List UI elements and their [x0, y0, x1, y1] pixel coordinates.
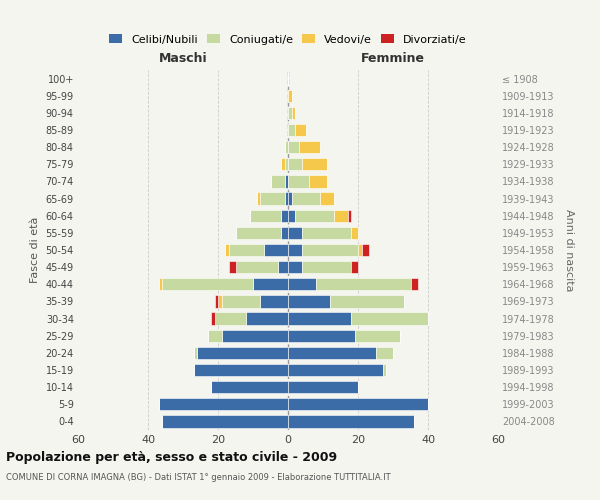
Bar [263, 244, 288, 256]
Bar [288, 381, 358, 394]
Bar [316, 278, 410, 290]
Bar [284, 141, 288, 154]
Bar [320, 192, 334, 204]
Bar [410, 278, 418, 290]
Y-axis label: Anni di nascita: Anni di nascita [565, 209, 574, 291]
Bar [193, 364, 288, 376]
Bar [302, 244, 358, 256]
Bar [295, 210, 334, 222]
Bar [288, 398, 428, 410]
Bar [376, 346, 393, 359]
Text: Popolazione per età, sesso e stato civile - 2009: Popolazione per età, sesso e stato civil… [6, 451, 337, 464]
Bar [284, 192, 288, 204]
Bar [246, 312, 288, 324]
Bar [351, 312, 428, 324]
Bar [351, 226, 358, 239]
Bar [215, 296, 218, 308]
Bar [271, 176, 284, 188]
Bar [288, 192, 292, 204]
Bar [351, 261, 358, 274]
Bar [225, 244, 229, 256]
Bar [218, 296, 221, 308]
Bar [215, 312, 246, 324]
Bar [235, 261, 277, 274]
Bar [302, 261, 351, 274]
Bar [288, 296, 330, 308]
Bar [288, 261, 302, 274]
Bar [355, 330, 400, 342]
Bar [162, 278, 253, 290]
Y-axis label: Fasce di età: Fasce di età [30, 217, 40, 283]
Bar [260, 296, 288, 308]
Text: COMUNE DI CORNA IMAGNA (BG) - Dati ISTAT 1° gennaio 2009 - Elaborazione TUTTITAL: COMUNE DI CORNA IMAGNA (BG) - Dati ISTAT… [6, 472, 391, 482]
Bar [347, 210, 351, 222]
Bar [309, 176, 326, 188]
Bar [288, 158, 302, 170]
Text: Femmine: Femmine [361, 52, 425, 65]
Bar [330, 296, 404, 308]
Bar [208, 330, 221, 342]
Bar [288, 226, 302, 239]
Bar [284, 158, 288, 170]
Bar [197, 346, 288, 359]
Bar [193, 346, 197, 359]
Bar [211, 312, 215, 324]
Bar [288, 124, 295, 136]
Text: Maschi: Maschi [158, 52, 208, 65]
Bar [211, 381, 288, 394]
Bar [284, 176, 288, 188]
Bar [302, 226, 351, 239]
Bar [257, 192, 260, 204]
Bar [295, 124, 305, 136]
Bar [253, 278, 288, 290]
Bar [288, 106, 292, 119]
Bar [288, 330, 355, 342]
Bar [221, 296, 260, 308]
Bar [288, 278, 316, 290]
Bar [299, 141, 320, 154]
Bar [358, 244, 361, 256]
Bar [288, 244, 302, 256]
Bar [288, 312, 351, 324]
Bar [281, 226, 288, 239]
Bar [288, 346, 376, 359]
Bar [288, 141, 299, 154]
Bar [162, 416, 288, 428]
Bar [334, 210, 347, 222]
Bar [158, 398, 288, 410]
Bar [277, 261, 288, 274]
Bar [229, 261, 235, 274]
Bar [288, 210, 295, 222]
Bar [302, 158, 326, 170]
Legend: Celibi/Nubili, Coniugati/e, Vedovi/e, Divorziati/e: Celibi/Nubili, Coniugati/e, Vedovi/e, Di… [109, 34, 467, 44]
Bar [288, 176, 309, 188]
Bar [288, 416, 414, 428]
Bar [235, 226, 281, 239]
Bar [292, 106, 295, 119]
Bar [383, 364, 386, 376]
Bar [288, 364, 383, 376]
Bar [281, 210, 288, 222]
Bar [260, 192, 284, 204]
Bar [288, 90, 292, 102]
Bar [361, 244, 368, 256]
Bar [158, 278, 162, 290]
Bar [281, 158, 284, 170]
Bar [292, 192, 320, 204]
Bar [221, 330, 288, 342]
Bar [229, 244, 263, 256]
Bar [250, 210, 281, 222]
